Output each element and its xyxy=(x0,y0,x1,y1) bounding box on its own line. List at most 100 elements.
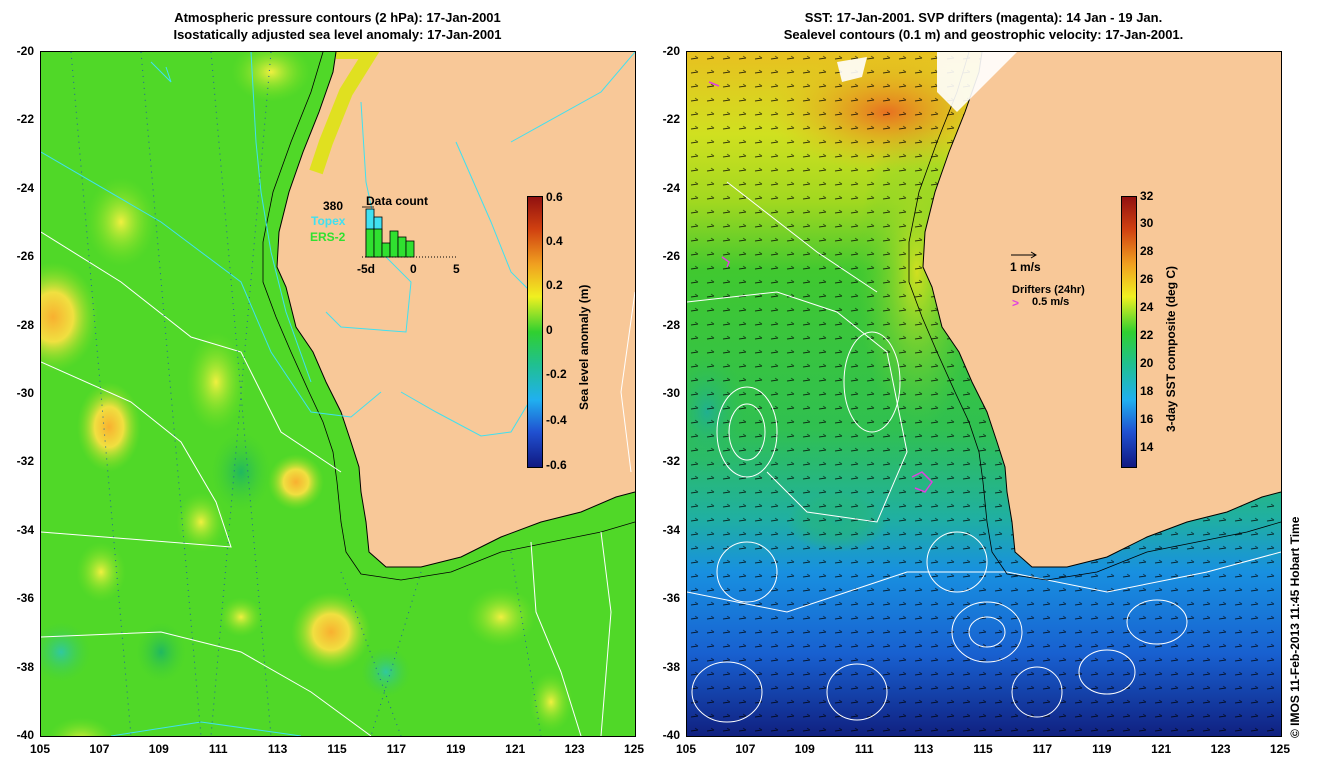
pressure-contour-cyan xyxy=(250,52,312,383)
anomaly-blob xyxy=(176,492,226,552)
lon-tick-label: 105 xyxy=(675,742,697,756)
right-cb-tick: 24 xyxy=(1140,300,1154,314)
anomaly-blob xyxy=(47,717,115,736)
right-cb-tick: 14 xyxy=(1140,440,1154,454)
shelf-contour xyxy=(908,52,1281,581)
sealevel-contour xyxy=(1078,649,1136,695)
drifters-label: Drifters (24hr) xyxy=(1012,284,1085,296)
lon-tick-label: 115 xyxy=(327,742,347,756)
lat-tick-label: -32 xyxy=(662,454,680,469)
lon-tick-label: 119 xyxy=(446,742,466,756)
lat-tick-label: -38 xyxy=(16,659,34,674)
right-cb-tick: 22 xyxy=(1140,328,1154,342)
lon-tick-label: 113 xyxy=(267,742,288,756)
anomaly-blob xyxy=(219,597,263,637)
lat-tick-label: -24 xyxy=(16,180,34,195)
right-title-line2: Sealevel contours (0.1 m) and geostrophi… xyxy=(783,27,1184,42)
satellite-track xyxy=(140,52,202,736)
data-count-max: 380 xyxy=(323,199,344,213)
hist-bar-ers2 xyxy=(389,230,399,258)
hist-bar-ers2 xyxy=(381,242,391,258)
sealevel-contour xyxy=(951,601,1023,663)
lat-tick-label: -28 xyxy=(16,317,34,332)
right-cb-title: 3-day SST composite (deg C) xyxy=(1164,265,1178,432)
sealevel-contour xyxy=(1011,666,1063,718)
credit-text: © IMOS 11-Feb-2013 11:45 Hobart Time xyxy=(1288,516,1302,738)
lat-tick-label: -36 xyxy=(16,591,34,606)
sealevel-contour xyxy=(691,661,763,723)
lat-tick-label: -22 xyxy=(662,112,680,127)
australia-land xyxy=(923,52,1281,567)
left-title-line2: Isostatically adjusted sea level anomaly… xyxy=(173,27,502,42)
lat-tick-label: -24 xyxy=(662,180,680,195)
hist-bar-ers2 xyxy=(397,236,407,258)
lon-tick-label: 107 xyxy=(735,742,756,756)
lat-tick-label: -38 xyxy=(662,659,680,674)
lat-tick-label: -34 xyxy=(662,522,680,537)
left-cb-tick: -0.4 xyxy=(546,413,567,427)
pressure-contour-cyan xyxy=(41,151,382,418)
pressure-contour-cyan xyxy=(110,721,302,736)
cloud-mask xyxy=(837,57,867,82)
cloud-mask xyxy=(937,52,1017,112)
left-cb-tick: 0 xyxy=(546,323,553,337)
drifters-scale-arrow: > xyxy=(1012,296,1020,310)
sealevel-contour xyxy=(687,291,908,523)
velocity-scale-arrow xyxy=(1011,251,1037,259)
anomaly-blob xyxy=(76,542,126,602)
left-cb-tick: 0.6 xyxy=(546,190,563,204)
satellite-track xyxy=(210,52,272,736)
left-cb-title: Sea level anomaly (m) xyxy=(577,284,591,410)
lon-tick-label: 113 xyxy=(913,742,934,756)
right-cb-tick: 16 xyxy=(1140,412,1154,426)
left-cb-tick: 0.4 xyxy=(546,234,563,248)
satellite-track xyxy=(210,52,272,736)
anomaly-blob xyxy=(136,622,186,682)
lon-tick-label: 125 xyxy=(1269,742,1291,756)
velocity-scale-label: 1 m/s xyxy=(1010,260,1041,274)
anomaly-blob xyxy=(86,177,156,267)
lat-tick-label: -30 xyxy=(662,386,680,400)
lon-tick-label: 109 xyxy=(148,742,169,756)
data-count-axis-label: -5d xyxy=(357,262,375,276)
pressure-contour xyxy=(620,291,635,473)
hist-bar-ers2 xyxy=(365,228,375,258)
anomaly-blob xyxy=(291,592,371,672)
sealevel-contour xyxy=(716,386,778,478)
sealevel-contour xyxy=(726,181,878,293)
left-colorbar xyxy=(527,196,543,468)
right-map-svg xyxy=(687,52,1281,736)
data-count-ers2: ERS-2 xyxy=(310,230,346,244)
left-map-panel[interactable] xyxy=(40,51,636,737)
lon-tick-label: 117 xyxy=(1032,742,1053,756)
anomaly-blob xyxy=(186,332,246,432)
lon-tick-label: 107 xyxy=(89,742,110,756)
sealevel-contour xyxy=(968,616,1006,648)
sealevel-contour xyxy=(728,403,766,461)
pressure-contour-cyan xyxy=(150,61,172,83)
lon-tick-label: 111 xyxy=(854,742,874,756)
anomaly-blob xyxy=(41,622,91,682)
lat-tick-label: -26 xyxy=(662,249,680,264)
anomaly-blob xyxy=(529,672,573,732)
lon-tick-label: 105 xyxy=(29,742,51,756)
drifter-track xyxy=(721,256,730,268)
sealevel-contour xyxy=(826,663,888,721)
coastline xyxy=(276,52,635,568)
drifter-track xyxy=(708,81,720,87)
left-title-line1: Atmospheric pressure contours (2 hPa): 1… xyxy=(174,10,501,25)
left-cb-tick: -0.6 xyxy=(546,458,567,472)
lat-tick-label: -40 xyxy=(16,728,34,742)
hist-bar-ers2 xyxy=(373,228,383,258)
satellite-track xyxy=(70,52,132,736)
pressure-contour xyxy=(530,541,582,736)
pressure-contour-cyan xyxy=(325,101,412,333)
right-map-panel[interactable] xyxy=(686,51,1282,737)
right-cb-tick: 20 xyxy=(1140,356,1154,370)
anomaly-blob xyxy=(211,432,271,512)
data-count-histogram xyxy=(362,206,456,258)
lat-tick-label: -36 xyxy=(662,591,680,606)
pressure-contour xyxy=(600,531,612,736)
anomaly-blob xyxy=(41,262,98,372)
hist-bar-ers2 xyxy=(405,240,415,258)
